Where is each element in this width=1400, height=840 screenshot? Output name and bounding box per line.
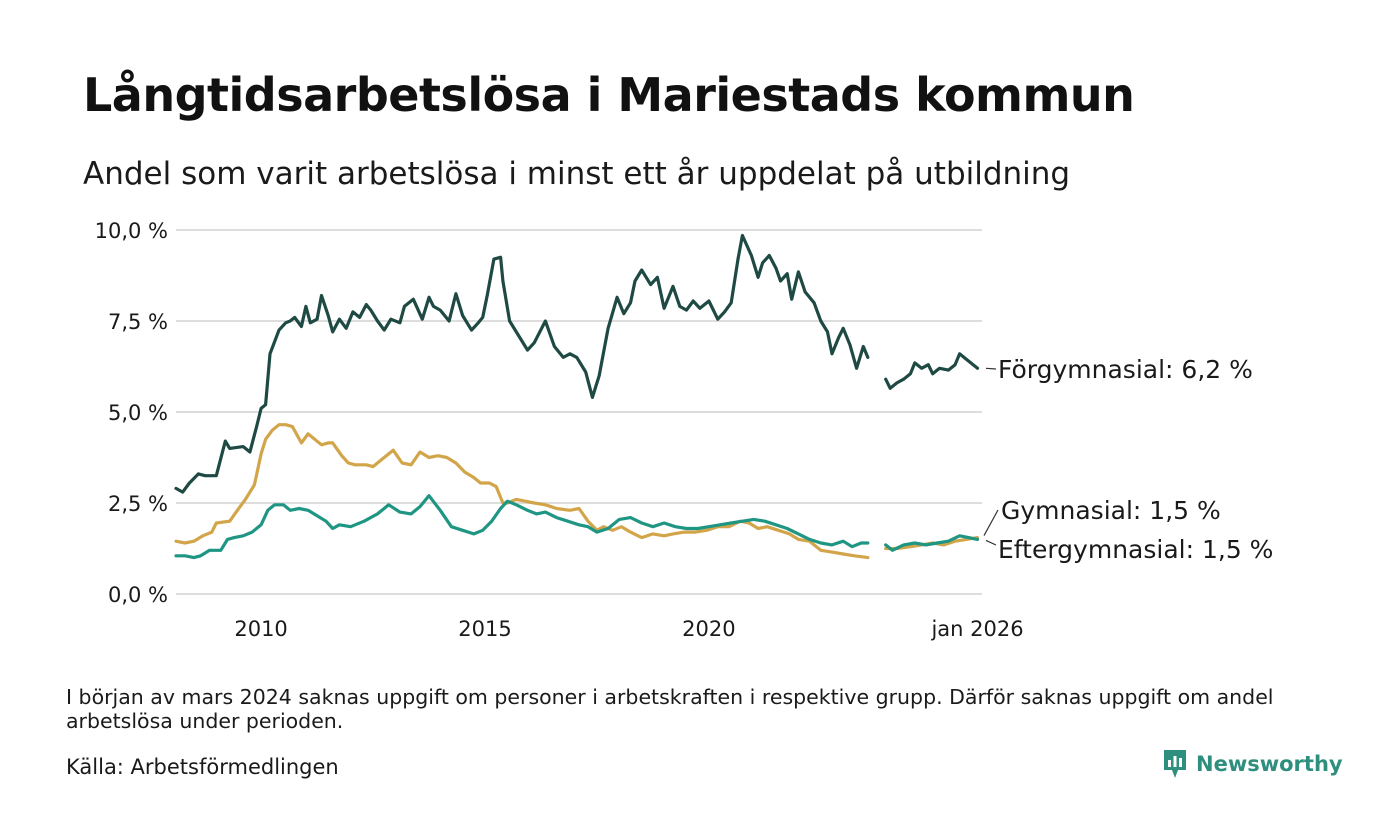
label-gymnasial: Gymnasial: 1,5 % (1001, 496, 1221, 525)
leader-line (985, 367, 997, 370)
leader-line (985, 539, 997, 546)
series-line-forgymnasial (884, 352, 980, 390)
chart-title: Långtidsarbetslösa i Mariestads kommun (83, 68, 1135, 122)
y-tick-label: 10,0 % (95, 219, 168, 243)
grid-lines (176, 229, 982, 595)
x-axis-ticks: 2010 2015 2020 jan 2026 (234, 617, 1023, 641)
y-tick-label: 0,0 % (108, 583, 168, 607)
y-tick-label: 7,5 % (108, 310, 168, 334)
series-line-eftergymnasial (884, 534, 980, 552)
series-line-forgymnasial (174, 233, 870, 494)
footnote: I början av mars 2024 saknas uppgift om … (66, 685, 1274, 733)
x-tick-label: 2020 (682, 617, 735, 641)
y-tick-label: 2,5 % (108, 492, 168, 516)
chart-subtitle: Andel som varit arbetslösa i minst ett å… (83, 156, 1071, 192)
source-text: Källa: Arbetsförmedlingen (66, 755, 339, 779)
y-tick-label: 5,0 % (108, 401, 168, 425)
leader-line (983, 509, 999, 536)
series-line-eftergymnasial (174, 494, 870, 560)
series-line-gymnasial (174, 423, 870, 560)
line-chart: 0,0 % 2,5 % 5,0 % 7,5 % 10,0 % 2010 2015 2020 j… (95, 219, 1274, 641)
y-axis-ticks: 0,0 % 2,5 % 5,0 % 7,5 % 10,0 % (95, 219, 168, 607)
series-lines (174, 233, 980, 560)
label-forgymnasial: Förgymnasial: 6,2 % (998, 355, 1253, 384)
x-tick-label: 2010 (234, 617, 287, 641)
label-eftergymnasial: Eftergymnasial: 1,5 % (998, 535, 1273, 564)
brand-logo[interactable]: Newsworthy (1162, 748, 1343, 780)
x-tick-label: jan 2026 (930, 617, 1023, 641)
brand-name: Newsworthy (1196, 752, 1343, 776)
end-labels: Förgymnasial: 6,2 % Gymnasial: 1,5 % Efter… (983, 355, 1273, 564)
x-tick-label: 2015 (458, 617, 511, 641)
newsworthy-logo-icon (1164, 750, 1186, 778)
